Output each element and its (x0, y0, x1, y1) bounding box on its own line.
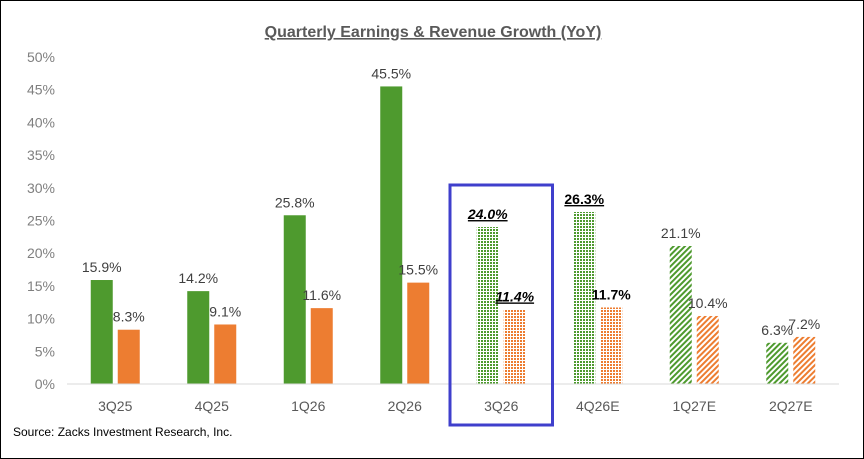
earnings-bar (669, 246, 692, 384)
earnings-bar (476, 227, 499, 384)
revenue-bar (696, 315, 719, 384)
earnings-bar (283, 215, 306, 384)
revenue-label: 10.4% (688, 295, 728, 311)
y-tick-label: 0% (35, 376, 55, 392)
earnings-label: 25.8% (275, 194, 315, 210)
earnings-label: 14.2% (178, 270, 218, 286)
y-tick-label: 45% (27, 82, 55, 98)
earnings-label: 6.3% (761, 322, 793, 338)
x-tick-label: 4Q26E (576, 398, 620, 414)
x-tick-label: 3Q25 (98, 398, 132, 414)
earnings-label: 24.0% (467, 206, 508, 222)
revenue-label: 8.3% (113, 309, 145, 325)
revenue-bar (310, 308, 333, 384)
earnings-label: 26.3% (564, 191, 604, 207)
earnings-bar (573, 211, 596, 384)
revenue-label: 11.6% (302, 287, 341, 303)
y-tick-label: 40% (27, 114, 55, 130)
y-tick-label: 10% (27, 311, 55, 327)
earnings-bar (187, 291, 210, 384)
earnings-label: 15.9% (82, 259, 122, 275)
earnings-bar (766, 342, 789, 384)
highlight-box (448, 183, 554, 427)
x-axis: 3Q25 4Q25 1Q26 2Q26 3Q26 4Q26E 1Q27E 2Q27E (98, 398, 812, 414)
x-tick-label: 3Q26 (484, 398, 518, 414)
y-tick-label: 20% (27, 245, 55, 261)
x-tick-label: 4Q25 (195, 398, 229, 414)
revenue-label: 9.1% (209, 303, 241, 319)
y-axis: 0% 5% 10% 15% 20% 25% 30% 35% 40% 45% 50% (27, 49, 55, 392)
source-note: Source: Zacks Investment Research, Inc. (13, 425, 232, 439)
bars (90, 86, 816, 385)
earnings-bar (380, 86, 403, 385)
x-tick-label: 2Q27E (769, 398, 813, 414)
y-tick-label: 35% (27, 147, 55, 163)
y-tick-label: 25% (27, 213, 55, 229)
earnings-bar (90, 280, 113, 384)
revenue-bar (793, 336, 816, 384)
revenue-bar (407, 282, 430, 384)
y-tick-label: 15% (27, 278, 55, 294)
revenue-bar (214, 324, 237, 384)
revenue-label: 15.5% (398, 262, 438, 278)
x-tick-label: 1Q27E (672, 398, 716, 414)
revenue-bar (600, 307, 623, 384)
x-tick-label: 2Q26 (388, 398, 422, 414)
earnings-label: 21.1% (661, 225, 701, 241)
y-tick-label: 30% (27, 180, 55, 196)
revenue-label: 11.4% (495, 288, 534, 304)
revenue-label: 7.2% (788, 316, 820, 332)
x-tick-label: 1Q26 (291, 398, 325, 414)
revenue-bar (503, 309, 526, 384)
revenue-label: 11.7% (592, 286, 631, 302)
y-tick-label: 5% (35, 343, 55, 359)
data-labels: 15.9% 8.3% 14.2% 9.1% 25.8% 11.6% 45.5% 15.5% 24… (82, 65, 820, 337)
chart-title: Quarterly Earnings & Revenue Growth (YoY… (265, 24, 602, 41)
revenue-bar (117, 329, 140, 384)
earnings-label: 45.5% (371, 65, 411, 81)
y-tick-label: 50% (27, 49, 55, 65)
